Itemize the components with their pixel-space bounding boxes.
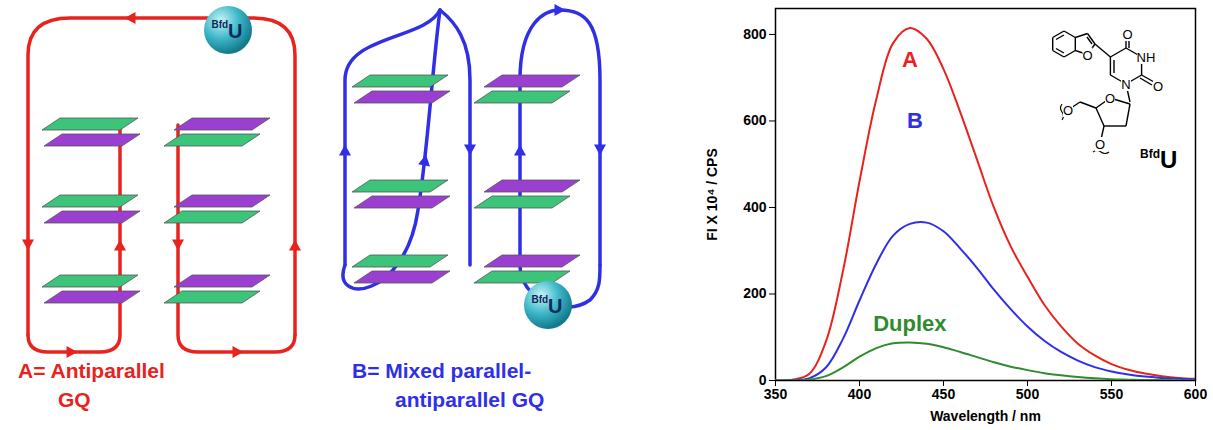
svg-text:A: A	[902, 47, 918, 72]
svg-text:400: 400	[743, 199, 767, 215]
svg-text:O: O	[1153, 79, 1163, 94]
svg-text:N: N	[1121, 77, 1130, 92]
svg-text:antiparallel GQ: antiparallel GQ	[395, 388, 544, 411]
svg-text:BfdU: BfdU	[211, 19, 242, 42]
svg-text:B= Mixed parallel-: B= Mixed parallel-	[352, 359, 531, 382]
svg-text:FI X 10⁴ / CPS: FI X 10⁴ / CPS	[704, 148, 720, 241]
svg-text:800: 800	[743, 26, 767, 42]
svg-text:NH: NH	[1137, 50, 1156, 65]
svg-text:GQ: GQ	[58, 388, 91, 411]
svg-text:400: 400	[848, 386, 872, 402]
svg-text:BfdU: BfdU	[531, 294, 562, 317]
svg-text:O: O	[1105, 91, 1115, 106]
svg-text:O: O	[1095, 137, 1105, 152]
svg-text:O: O	[1063, 103, 1073, 118]
svg-text:0: 0	[758, 372, 767, 388]
svg-text:BfdU: BfdU	[1140, 146, 1177, 173]
svg-text:350: 350	[764, 386, 788, 402]
svg-text:O: O	[1122, 27, 1132, 42]
svg-text:Duplex: Duplex	[873, 311, 947, 336]
svg-text:Wavelength / nm: Wavelength / nm	[930, 408, 1041, 424]
svg-text:A= Antiparallel: A= Antiparallel	[18, 359, 165, 382]
svg-text:O: O	[1082, 48, 1092, 63]
svg-text:450: 450	[932, 386, 956, 402]
svg-text:B: B	[907, 108, 923, 133]
svg-text:200: 200	[743, 285, 767, 301]
svg-text:550: 550	[1100, 386, 1124, 402]
svg-text:600: 600	[743, 112, 767, 128]
svg-text:500: 500	[1016, 386, 1040, 402]
svg-text:600: 600	[1184, 386, 1208, 402]
